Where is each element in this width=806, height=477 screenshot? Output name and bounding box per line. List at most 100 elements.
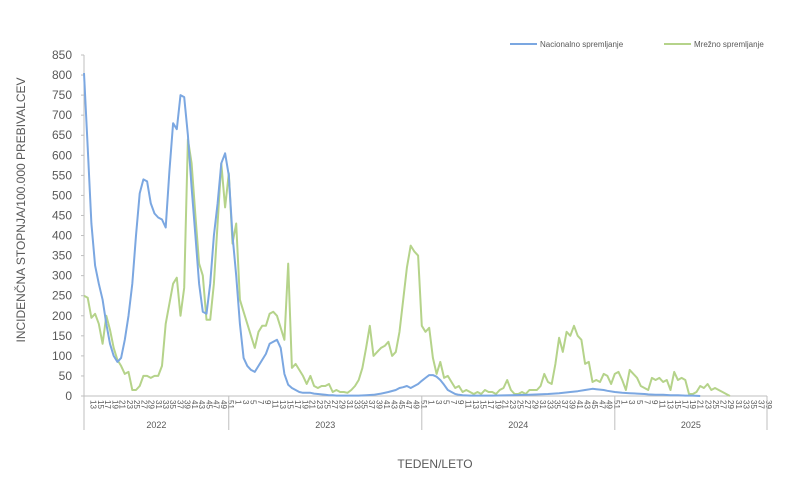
x-week-tick-label: 25 (711, 400, 720, 409)
x-week-tick-label: 31 (538, 400, 547, 409)
x-axis: 1315171921232527293133353739414345474951… (83, 395, 773, 430)
x-week-tick-label: 11 (271, 400, 280, 409)
y-tick-label: 550 (52, 168, 72, 182)
x-week-tick-label: 29 (726, 400, 735, 409)
x-week-tick-label: 33 (741, 400, 750, 409)
series-line-nacionalno-spremljanje (83, 73, 701, 397)
x-week-tick-label: 39 (568, 400, 577, 409)
x-week-tick-label: 21 (501, 400, 510, 409)
x-week-tick-label: 31 (154, 400, 163, 409)
x-week-tick-label: 35 (360, 400, 369, 409)
x-week-tick-label: 29 (530, 400, 539, 409)
x-week-tick-label: 23 (125, 400, 134, 409)
x-week-tick-label: 19 (300, 400, 309, 409)
x-week-tick-label: 21 (118, 400, 127, 409)
y-tick-label: 300 (52, 269, 72, 283)
x-week-tick-label: 25 (132, 400, 141, 409)
x-week-tick-label: 49 (219, 400, 228, 409)
x-week-tick-label: 41 (190, 400, 199, 409)
y-axis-title: INCIDENČNA STOPNJA/100.000 PREBIVALCEV (13, 78, 28, 343)
series-layer (83, 73, 731, 397)
x-week-tick-label: 33 (161, 400, 170, 409)
x-week-tick-label: 51 (419, 400, 428, 409)
x-week-tick-label: 21 (696, 400, 705, 409)
x-week-tick-label: 27 (523, 400, 532, 409)
x-year-label: 2024 (508, 420, 528, 430)
x-week-tick-label: 3 (627, 400, 636, 405)
x-week-tick-label: 1 (620, 400, 629, 405)
x-week-tick-label: 35 (168, 400, 177, 409)
x-week-tick-label: 11 (464, 400, 473, 409)
y-tick-label: 0 (65, 389, 72, 403)
x-week-tick-label: 25 (323, 400, 332, 409)
x-week-tick-label: 47 (404, 400, 413, 409)
x-week-tick-label: 31 (345, 400, 354, 409)
x-week-tick-label: 27 (719, 400, 728, 409)
x-week-tick-label: 13 (278, 400, 287, 409)
y-tick-label: 150 (52, 329, 72, 343)
y-tick-label: 500 (52, 188, 72, 202)
x-week-tick-label: 37 (367, 400, 376, 409)
y-tick-label: 450 (52, 208, 72, 222)
y-tick-label: 200 (52, 309, 72, 323)
x-week-tick-label: 13 (471, 400, 480, 409)
x-week-tick-label: 47 (597, 400, 606, 409)
x-week-tick-label: 13 (89, 400, 98, 409)
series-line-mre-no-spremljanje (83, 138, 731, 397)
x-week-tick-label: 49 (412, 400, 421, 409)
x-week-tick-label: 15 (478, 400, 487, 409)
y-tick-label: 800 (52, 68, 72, 82)
x-axis-title: TEDEN/LETO (397, 457, 472, 471)
x-week-tick-label: 23 (315, 400, 324, 409)
x-week-tick-label: 15 (285, 400, 294, 409)
x-week-tick-label: 7 (449, 400, 458, 405)
x-week-tick-label: 1 (427, 400, 436, 405)
x-year-label: 2023 (315, 420, 335, 430)
x-week-tick-label: 43 (582, 400, 591, 409)
x-week-tick-label: 11 (658, 400, 667, 409)
x-week-tick-label: 35 (553, 400, 562, 409)
x-week-tick-label: 17 (103, 400, 112, 409)
x-week-tick-label: 5 (248, 400, 257, 405)
x-week-tick-label: 7 (256, 400, 265, 405)
x-week-tick-label: 7 (642, 400, 651, 405)
x-week-tick-label: 3 (434, 400, 443, 405)
x-week-tick-label: 15 (673, 400, 682, 409)
x-week-tick-label: 17 (486, 400, 495, 409)
x-week-tick-label: 41 (575, 400, 584, 409)
y-tick-label: 250 (52, 289, 72, 303)
y-tick-label: 350 (52, 249, 72, 263)
x-week-tick-label: 43 (197, 400, 206, 409)
x-week-tick-label: 41 (382, 400, 391, 409)
x-week-tick-label: 37 (560, 400, 569, 409)
legend-label: Nacionalno spremljanje (540, 40, 624, 49)
x-week-tick-label: 51 (612, 400, 621, 409)
x-week-tick-label: 1 (233, 400, 242, 405)
x-week-tick-label: 27 (139, 400, 148, 409)
x-week-tick-label: 39 (375, 400, 384, 409)
x-week-tick-label: 9 (650, 400, 659, 405)
x-week-tick-label: 19 (688, 400, 697, 409)
y-axis: 0 50 100 150 200 250 300 350 400 450 500 550 600 650 7… (52, 48, 85, 403)
x-week-tick-label: 27 (330, 400, 339, 409)
y-tick-label: 750 (52, 88, 72, 102)
x-year-label: 2025 (681, 420, 701, 430)
x-week-tick-label: 51 (226, 400, 235, 409)
x-week-tick-label: 31 (734, 400, 743, 409)
y-tick-label: 700 (52, 108, 72, 122)
x-week-tick-label: 37 (757, 400, 766, 409)
x-week-tick-label: 17 (293, 400, 302, 409)
x-week-tick-label: 33 (545, 400, 554, 409)
x-week-tick-label: 9 (456, 400, 465, 405)
x-week-tick-label: 35 (749, 400, 758, 409)
legend: Nacionalno spremljanje Mrežno spremljanje (510, 40, 764, 49)
x-week-tick-label: 43 (389, 400, 398, 409)
x-week-tick-label: 15 (96, 400, 105, 409)
x-week-tick-label: 45 (204, 400, 213, 409)
x-week-tick-label: 45 (590, 400, 599, 409)
x-week-tick-label: 19 (493, 400, 502, 409)
y-tick-label: 100 (52, 349, 72, 363)
x-week-tick-label: 45 (397, 400, 406, 409)
y-tick-label: 400 (52, 229, 72, 243)
